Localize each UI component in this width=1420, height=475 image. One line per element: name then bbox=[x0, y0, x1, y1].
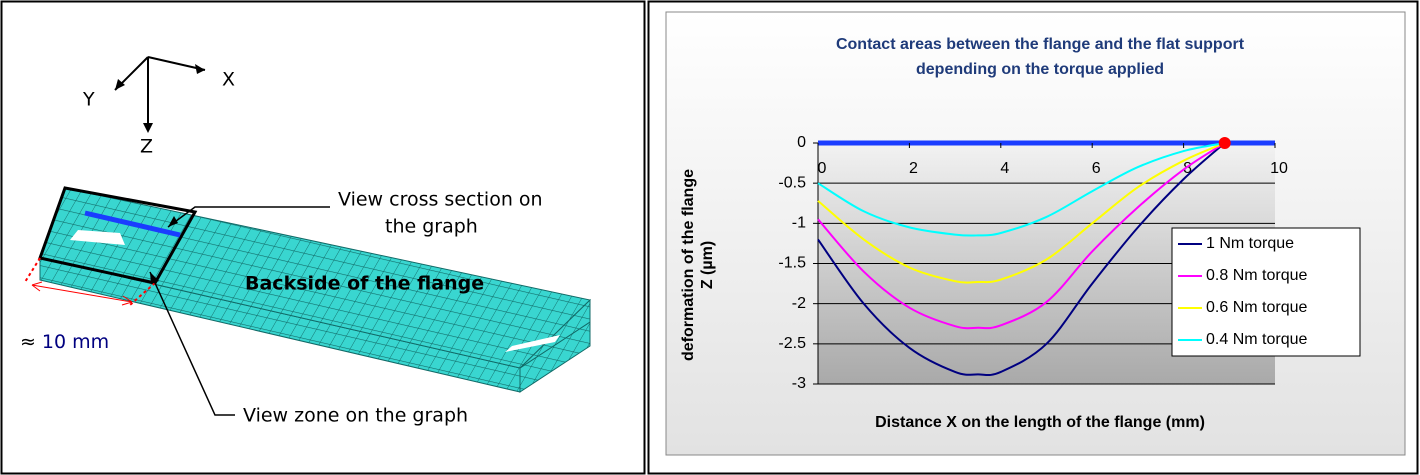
legend-label: 0.6 Nm torque bbox=[1206, 299, 1307, 316]
x-tick-label: 0 bbox=[818, 160, 827, 177]
axis-x-label: X bbox=[222, 69, 235, 91]
y-tick-label: -1 bbox=[792, 215, 806, 232]
y-tick-label: -2 bbox=[792, 295, 806, 312]
y-tick-label: -1.5 bbox=[778, 255, 806, 272]
contact-point bbox=[1219, 137, 1231, 149]
legend-label: 0.8 Nm torque bbox=[1206, 267, 1307, 284]
approx-symbol: ≈ bbox=[20, 331, 36, 353]
x-tick-label: 4 bbox=[1000, 160, 1009, 177]
backside-label: Backside of the flange bbox=[245, 273, 484, 295]
y-tick-label: 0 bbox=[797, 134, 806, 151]
x-axis-title: Distance X on the length of the flange (… bbox=[875, 414, 1205, 431]
x-tick-label: 2 bbox=[909, 160, 918, 177]
dimension-value: 10 mm bbox=[42, 331, 109, 353]
y-axis-title: Z (µm) bbox=[699, 241, 716, 289]
y-tick-label: -3 bbox=[792, 375, 806, 392]
axis-z-label: Z bbox=[140, 136, 153, 158]
page: X Y Z View cross section on the graph Ba… bbox=[0, 0, 1420, 475]
figure: X Y Z View cross section on the graph Ba… bbox=[0, 0, 1420, 475]
legend-label: 1 Nm torque bbox=[1206, 235, 1294, 252]
chart-title: Contact areas between the flange and the… bbox=[836, 36, 1245, 53]
x-tick-label: 6 bbox=[1092, 160, 1101, 177]
axis-y-label: Y bbox=[82, 89, 95, 111]
callout-text: the graph bbox=[385, 216, 478, 238]
y-axis-title: deformation of the flange bbox=[680, 169, 697, 361]
callout-text: View cross section on bbox=[338, 189, 543, 211]
dimension-label: ≈10 mm bbox=[20, 331, 109, 353]
chart-title: depending on the torque applied bbox=[916, 61, 1164, 78]
x-tick-label: 10 bbox=[1270, 160, 1288, 177]
y-tick-label: -0.5 bbox=[778, 174, 806, 191]
callout-text: View zone on the graph bbox=[243, 405, 468, 427]
y-tick-label: -2.5 bbox=[778, 335, 806, 352]
legend-label: 0.4 Nm torque bbox=[1206, 331, 1307, 348]
